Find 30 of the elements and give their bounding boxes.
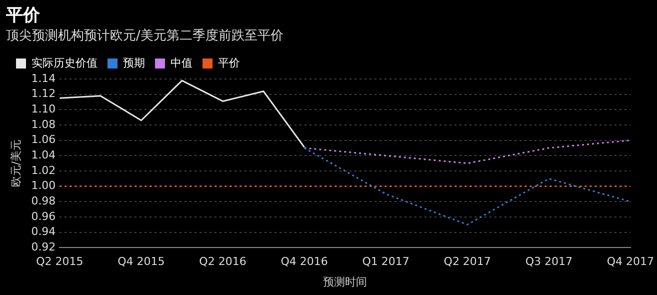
line-series xyxy=(304,147,632,226)
legend-label: 中值 xyxy=(170,56,192,70)
legend-label: 实际历史价值 xyxy=(32,56,98,70)
y-tick-label: 1.08 xyxy=(31,118,56,131)
y-tick-label: 0.94 xyxy=(31,225,56,238)
y-tick-label: 0.96 xyxy=(31,210,56,223)
x-tick-label: Q2 2016 xyxy=(199,255,246,268)
y-axis-title: 欧元/美元 xyxy=(9,139,22,188)
y-tick-label: 0.92 xyxy=(31,240,56,254)
y-tick-label: 1.10 xyxy=(31,102,56,116)
y-tick-label: 1.06 xyxy=(31,133,56,146)
chart-subtitle: 顶尖预测机构预计欧元/美元第二季度前跌至平价 xyxy=(6,28,284,44)
x-tick-label: Q3 2017 xyxy=(525,255,572,268)
y-tick-label: 0.98 xyxy=(31,194,56,208)
line-series xyxy=(304,140,632,164)
x-tick-label: Q4 2017 xyxy=(606,255,654,268)
legend-label: 预期 xyxy=(123,56,145,70)
x-tick-label: Q2 2017 xyxy=(444,255,491,268)
x-tick-label: Q4 2015 xyxy=(118,255,165,268)
chart-title: 平价 xyxy=(5,6,41,26)
x-tick-label: Q1 2017 xyxy=(362,255,410,268)
x-tick-label: Q4 2016 xyxy=(280,255,328,268)
x-axis-title: 预测时间 xyxy=(323,275,368,288)
legend-label: 平价 xyxy=(218,56,240,70)
y-tick-label: 1.04 xyxy=(31,148,56,162)
y-tick-label: 1.12 xyxy=(31,87,56,100)
x-tick-label: Q2 2015 xyxy=(36,255,84,268)
y-tick-label: 1.14 xyxy=(31,72,56,85)
y-tick-label: 1.00 xyxy=(31,179,56,192)
y-tick-label: 1.02 xyxy=(31,164,56,177)
